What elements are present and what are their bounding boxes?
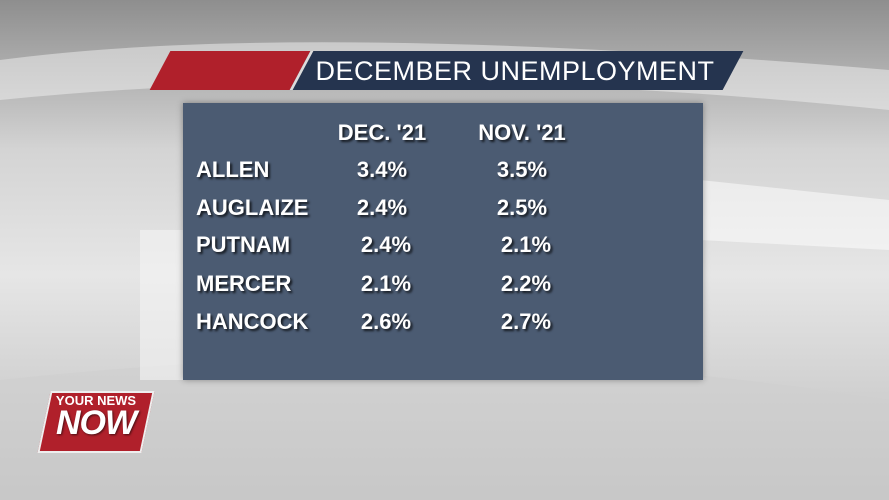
row-label: PUTNAM — [196, 232, 291, 257]
row-label: AUGLAIZE — [196, 195, 309, 220]
logo-top: YOUR NEWS — [55, 393, 137, 408]
cell-value: 2.4% — [356, 195, 408, 220]
cell-value: 2.1% — [360, 271, 412, 296]
cell-value: 2.1% — [500, 232, 552, 257]
cell-value: 2.7% — [500, 309, 552, 334]
title: DECEMBER UNEMPLOYMENT — [315, 56, 715, 86]
column-header: NOV. '21 — [478, 120, 566, 145]
cell-value: 3.4% — [356, 157, 408, 182]
cell-value: 2.4% — [360, 232, 412, 257]
cell-value: 2.5% — [496, 195, 548, 220]
cell-value: 2.6% — [360, 309, 412, 334]
cell-value: 3.5% — [496, 157, 548, 182]
row-label: MERCER — [196, 271, 292, 296]
column-header: DEC. '21 — [337, 120, 427, 145]
banner-accent — [149, 51, 316, 90]
logo-main: NOW — [55, 404, 137, 442]
row-label: ALLEN — [196, 157, 270, 182]
row-label: HANCOCK — [196, 309, 309, 334]
cell-value: 2.2% — [500, 271, 552, 296]
table-panel — [183, 103, 703, 380]
